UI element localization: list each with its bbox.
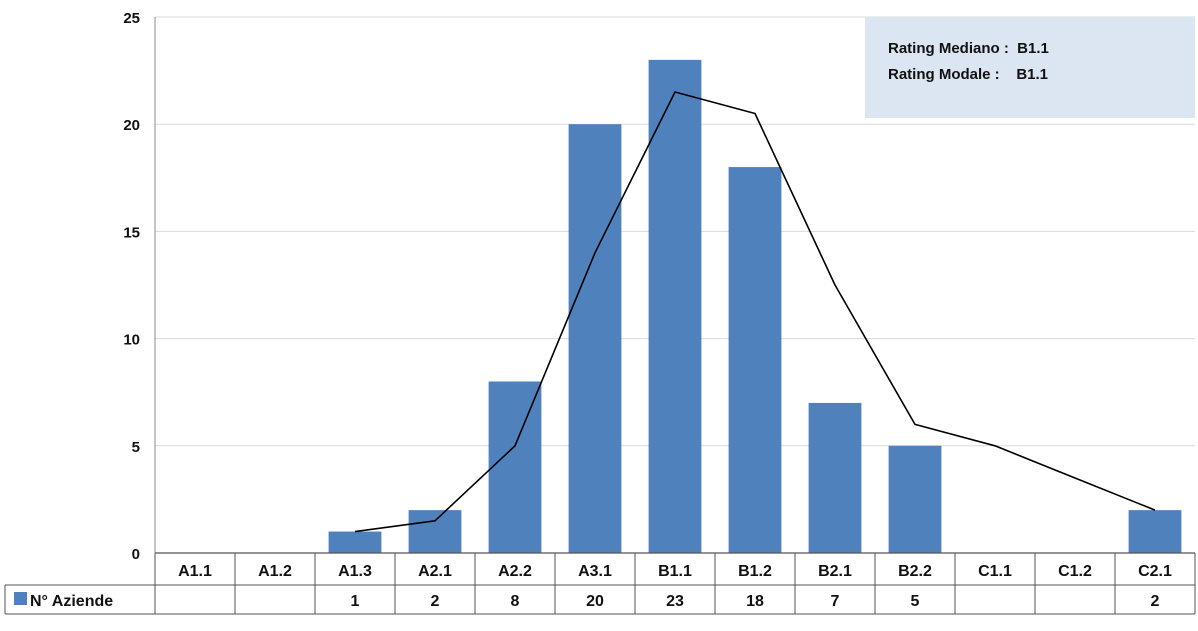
x-tick-label: A3.1 bbox=[578, 563, 612, 580]
y-tick-label: 15 bbox=[123, 224, 140, 241]
bar bbox=[328, 531, 382, 553]
bar bbox=[888, 445, 942, 553]
trend-line bbox=[354, 91, 1156, 533]
bars bbox=[328, 59, 1182, 553]
bar bbox=[648, 59, 702, 553]
legend-label: N° Aziende bbox=[30, 593, 113, 610]
info-box-mode: Rating Modale : B1.1 bbox=[888, 66, 1048, 83]
x-tick-label: A2.1 bbox=[418, 563, 452, 580]
x-tick-label: B2.1 bbox=[818, 563, 852, 580]
axes bbox=[154, 17, 1195, 554]
y-tick-label: 25 bbox=[123, 10, 140, 27]
x-tick-label: A1.2 bbox=[258, 563, 292, 580]
y-tick-label: 10 bbox=[123, 332, 140, 349]
data-label: 5 bbox=[911, 593, 920, 610]
data-label: 2 bbox=[431, 593, 440, 610]
x-tick-label: B1.1 bbox=[658, 563, 692, 580]
x-tick-label: C1.2 bbox=[1058, 563, 1092, 580]
data-label: 7 bbox=[831, 593, 840, 610]
trend-line-group bbox=[354, 91, 1156, 533]
info-box-background bbox=[865, 17, 1195, 118]
x-tick-label: A1.1 bbox=[178, 563, 212, 580]
y-axis-ticks: 0 5 10 15 20 25 bbox=[123, 10, 140, 563]
x-tick-label: A2.2 bbox=[498, 563, 532, 580]
data-label: 8 bbox=[511, 593, 520, 610]
data-label: 20 bbox=[586, 593, 604, 610]
data-table: A1.1 A1.2 A1.3 1 A2.1 2 A2.2 8 A3.1 20 B1.1 23 B1.2 1… bbox=[4, 553, 1196, 615]
bar bbox=[1128, 510, 1182, 553]
legend-swatch bbox=[14, 592, 27, 605]
bar bbox=[808, 402, 862, 553]
bar bbox=[568, 124, 622, 553]
y-tick-label: 0 bbox=[132, 546, 140, 563]
info-box: Rating Mediano : B1.1 Rating Modale : B1… bbox=[865, 17, 1195, 118]
x-tick-label: A1.3 bbox=[338, 563, 372, 580]
bar bbox=[408, 510, 462, 553]
info-box-median: Rating Mediano : B1.1 bbox=[888, 40, 1049, 57]
x-tick-label: B1.2 bbox=[738, 563, 772, 580]
data-label: 18 bbox=[746, 593, 764, 610]
x-tick-label: C2.1 bbox=[1138, 563, 1172, 580]
data-label: 2 bbox=[1151, 593, 1160, 610]
x-tick-label: B2.2 bbox=[898, 563, 932, 580]
y-tick-label: 5 bbox=[132, 439, 140, 456]
x-tick-label: C1.1 bbox=[978, 563, 1012, 580]
bar bbox=[488, 381, 542, 553]
y-tick-label: 20 bbox=[123, 117, 140, 134]
data-label: 23 bbox=[666, 593, 684, 610]
data-label: 1 bbox=[351, 593, 360, 610]
bar bbox=[728, 167, 782, 553]
